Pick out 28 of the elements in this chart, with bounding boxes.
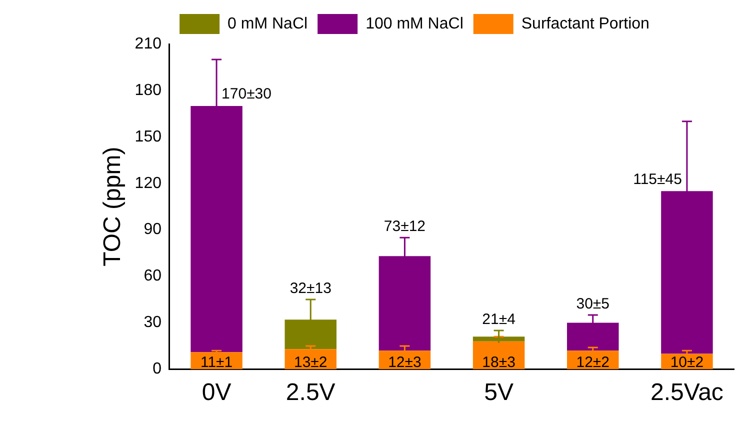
total-label: 32±13 (290, 280, 332, 298)
y-tick-label: 0 (152, 360, 162, 378)
y-axis-title: TOC (ppm) (99, 146, 126, 266)
total-label: 73±12 (384, 218, 426, 236)
data-label: 18±3 (482, 354, 516, 371)
y-tick-label: 150 (134, 128, 162, 146)
data-label: 12±3 (388, 354, 422, 371)
total-label: 30±5 (576, 296, 610, 313)
data-label: 13±2 (294, 354, 328, 371)
y-tick-label: 120 (134, 174, 162, 192)
y-tick-label: 30 (144, 314, 162, 332)
total-label: 115±45 (633, 170, 682, 188)
x-tick-label: 2.5Vac (650, 379, 724, 406)
y-tick-label: 90 (144, 221, 162, 238)
y-tick-label: 60 (144, 268, 162, 285)
total-label: 170±30 (222, 86, 272, 103)
y-tick-label: 180 (134, 82, 162, 99)
y-tick-label: 210 (134, 35, 162, 52)
legend-label: 100 mM NaCl (366, 15, 464, 32)
total-label: 21±4 (482, 311, 516, 328)
x-tick-label: 0V (202, 379, 232, 406)
data-label: 10±2 (670, 354, 704, 371)
x-tick-label: 2.5V (286, 379, 336, 406)
data-label: 12±2 (576, 354, 610, 371)
x-tick-label: 5V (484, 379, 514, 406)
data-label: 11±1 (200, 354, 233, 371)
legend-label: 0 mM NaCl (228, 15, 308, 32)
legend-label: Surfactant Portion (521, 15, 650, 32)
